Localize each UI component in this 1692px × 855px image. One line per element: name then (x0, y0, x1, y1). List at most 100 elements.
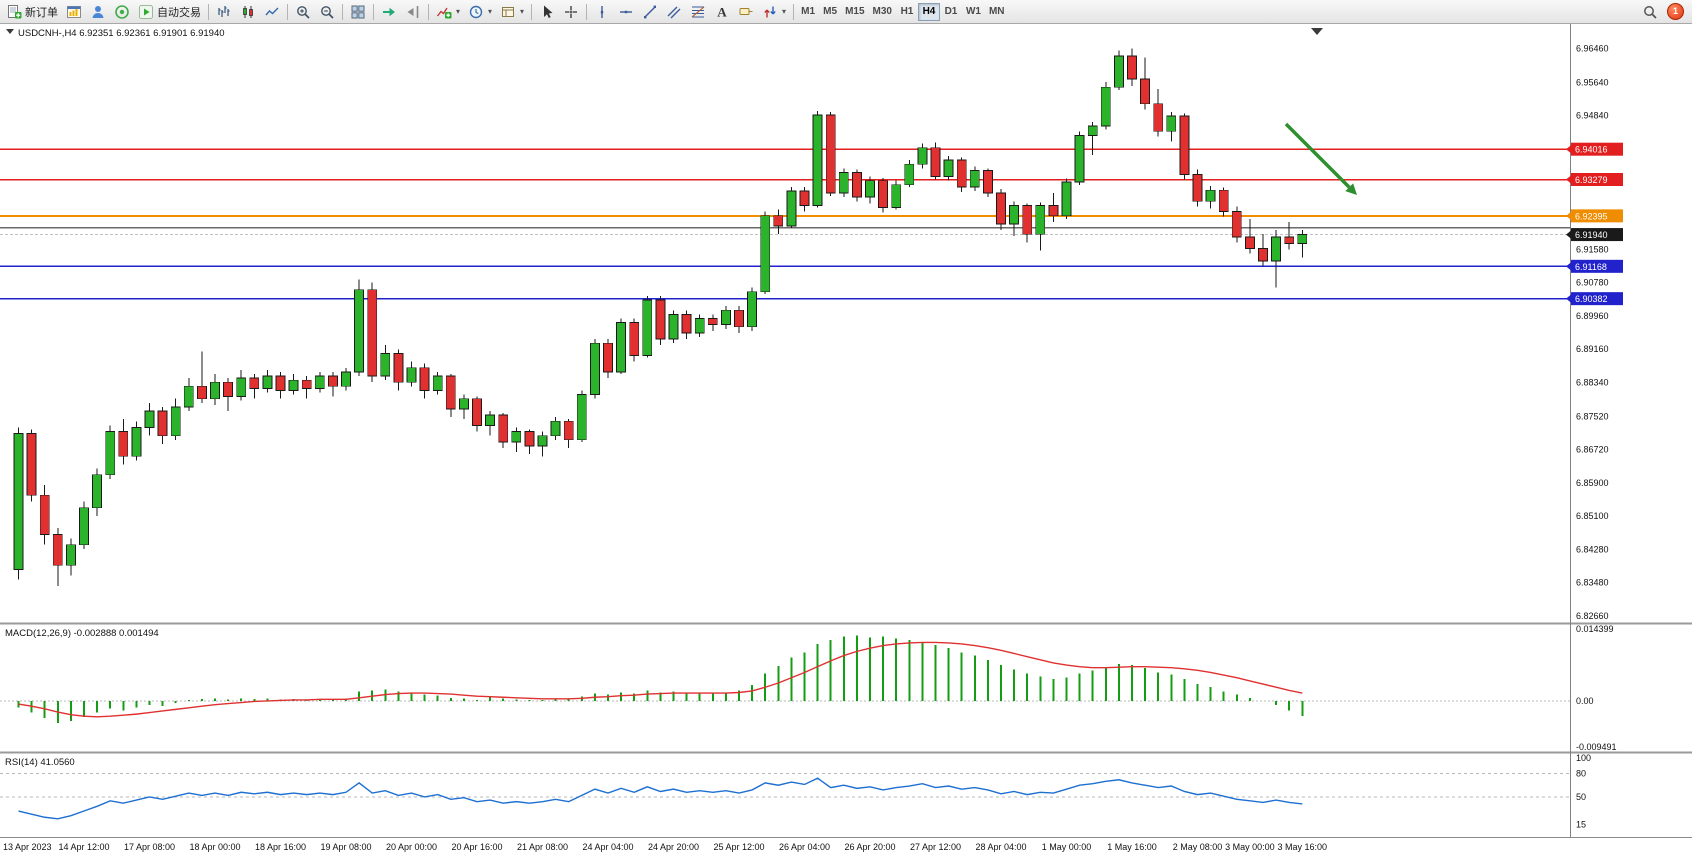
toolbar-separator (342, 3, 343, 20)
svg-text:50: 50 (1576, 792, 1586, 802)
cursor-icon (539, 4, 555, 20)
price-axis[interactable]: 6.96460 6.95640 6.94840 6.91580 6.90780 6.899… (1576, 44, 1609, 622)
rsi-line (18, 777, 1303, 820)
notification-badge[interactable]: 1 (1667, 3, 1684, 20)
equidistant-channel-button[interactable] (662, 2, 686, 22)
templates-button[interactable]: ▾ (496, 2, 528, 22)
new-order-button[interactable]: 新订单 (2, 2, 62, 22)
svg-text:6.89960: 6.89960 (1576, 311, 1609, 321)
bar-chart-mode-button[interactable] (212, 2, 236, 22)
support-button[interactable] (110, 2, 134, 22)
chart-canvas[interactable]: USDCNH-,H4 6.92351 6.92361 6.91901 6.919… (0, 24, 1692, 855)
hline-icon (618, 4, 634, 20)
trendline-button[interactable] (638, 2, 662, 22)
arrow-annotation[interactable] (1284, 122, 1357, 195)
svg-text:18 Apr 00:00: 18 Apr 00:00 (189, 842, 240, 852)
candle-chart-mode-button[interactable] (236, 2, 260, 22)
zoom-out-button[interactable] (315, 2, 339, 22)
new-order-label: 新订单 (25, 6, 58, 19)
svg-text:1 May 00:00: 1 May 00:00 (1042, 842, 1092, 852)
svg-text:25 Apr 12:00: 25 Apr 12:00 (713, 842, 764, 852)
toolbar-buttons: 新订单 自动交易 ▾ ▾ ▾ A ▾ (2, 2, 797, 22)
svg-text:3 May 00:00: 3 May 00:00 (1225, 842, 1275, 852)
autotrade-label: 自动交易 (157, 6, 201, 19)
timeframe-h4-button[interactable]: H4 (917, 2, 940, 21)
svg-text:6.94840: 6.94840 (1576, 110, 1609, 120)
vline-icon (594, 4, 610, 20)
arrows-icon (762, 4, 778, 20)
svg-text:24 Apr 20:00: 24 Apr 20:00 (648, 842, 699, 852)
timeframe-m1-button[interactable]: M1 (797, 3, 819, 21)
community-button[interactable] (86, 2, 110, 22)
svg-text:6.91580: 6.91580 (1576, 244, 1609, 254)
macd-signal-line (18, 641, 1303, 718)
svg-text:-0.009491: -0.009491 (1576, 742, 1617, 752)
indicator-icon (436, 4, 452, 20)
auto-scroll-icon (381, 4, 397, 20)
arrows-button[interactable]: ▾ (758, 2, 790, 22)
clock-icon (468, 4, 484, 20)
toolbar-separator (586, 3, 588, 20)
periods-button[interactable]: ▾ (464, 2, 496, 22)
rsi-axis[interactable]: 100 80 50 15 (1576, 753, 1591, 829)
svg-text:6.90382: 6.90382 (1575, 294, 1608, 304)
toolbar-separator (373, 3, 374, 20)
horizontal-line-button[interactable] (614, 2, 638, 22)
line-chart-mode-button[interactable] (260, 2, 284, 22)
fibo-icon (690, 4, 706, 20)
cursor-button[interactable] (535, 2, 559, 22)
auto-scroll-button[interactable] (377, 2, 401, 22)
indicators-button[interactable]: ▾ (432, 2, 464, 22)
timeframe-mn-button[interactable]: MN (985, 3, 1009, 21)
search-button[interactable] (1638, 2, 1662, 22)
dropdown-caret-icon: ▾ (456, 7, 461, 16)
svg-text:6.91168: 6.91168 (1575, 262, 1607, 272)
text-button[interactable]: A (710, 2, 734, 22)
time-axis[interactable]: 13 Apr 2023 14 Apr 12:00 17 Apr 08:00 18 Ap… (3, 842, 1327, 852)
zoom-in-button[interactable] (291, 2, 315, 22)
svg-text:2 May 08:00: 2 May 08:00 (1173, 842, 1223, 852)
svg-text:6.85100: 6.85100 (1576, 511, 1609, 521)
svg-text:17 Apr 08:00: 17 Apr 08:00 (124, 842, 175, 852)
svg-text:6.92395: 6.92395 (1575, 211, 1608, 221)
notification-count: 1 (1672, 6, 1678, 16)
svg-text:6.85900: 6.85900 (1576, 478, 1609, 488)
chart-shift-marker[interactable] (1311, 28, 1323, 35)
macd-label: MACD(12,26,9) -0.002888 0.001494 (5, 628, 159, 639)
autotrade-button[interactable]: 自动交易 (134, 2, 205, 22)
crosshair-button[interactable] (559, 2, 583, 22)
toolbar-separator (428, 3, 429, 20)
svg-text:21 Apr 08:00: 21 Apr 08:00 (517, 842, 568, 852)
timeframe-toolbar: M1 M5 M15 M30 H1 H4 D1 W1 MN (797, 2, 1009, 21)
timeframe-m15-button[interactable]: M15 (841, 3, 868, 21)
timeframe-d1-button[interactable]: D1 (940, 3, 962, 21)
svg-text:USDCNH-,H4 6.92351 6.92361 6.: USDCNH-,H4 6.92351 6.92361 6.91901 6.919… (18, 28, 225, 39)
svg-text:80: 80 (1576, 769, 1586, 779)
tile-windows-button[interactable] (346, 2, 370, 22)
svg-text:0.00: 0.00 (1576, 696, 1594, 706)
svg-text:6.90780: 6.90780 (1576, 277, 1609, 287)
vertical-line-button[interactable] (590, 2, 614, 22)
svg-text:1 May 16:00: 1 May 16:00 (1107, 842, 1157, 852)
text-label-button[interactable] (734, 2, 758, 22)
rsi-level-lines (0, 773, 1570, 798)
tile-icon (350, 4, 366, 20)
chart-shift-button[interactable] (401, 2, 425, 22)
zoom-in-icon (295, 4, 311, 20)
play-icon (138, 4, 154, 20)
template-icon (500, 4, 516, 20)
chart-shift-icon (405, 4, 421, 20)
timeframe-m30-button[interactable]: M30 (869, 3, 896, 21)
macd-axis[interactable]: 0.014399 0.00 -0.009491 (1576, 624, 1617, 752)
toolbar: 新订单 自动交易 ▾ ▾ ▾ A ▾ M1 M5 M15 M30 H1 H4 D1 W1 MN 1 (0, 0, 1692, 24)
dropdown-caret-icon: ▾ (488, 7, 493, 16)
svg-text:6.91940: 6.91940 (1575, 230, 1608, 240)
charts-window-button[interactable] (62, 2, 86, 22)
timeframe-h1-button[interactable]: H1 (896, 3, 918, 21)
svg-text:28 Apr 04:00: 28 Apr 04:00 (975, 842, 1026, 852)
timeframe-w1-button[interactable]: W1 (962, 3, 985, 21)
fibonacci-button[interactable] (686, 2, 710, 22)
svg-text:3 May 16:00: 3 May 16:00 (1278, 842, 1328, 852)
svg-text:14 Apr 12:00: 14 Apr 12:00 (58, 842, 109, 852)
timeframe-m5-button[interactable]: M5 (819, 3, 841, 21)
